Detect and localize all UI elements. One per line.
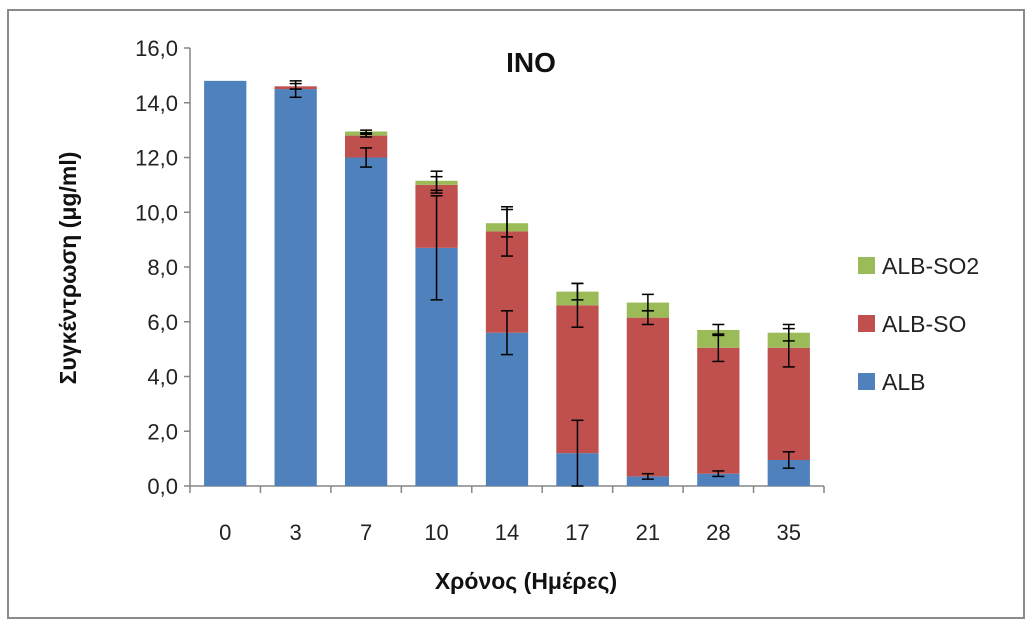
legend-swatch bbox=[858, 315, 875, 332]
x-tick-label: 21 bbox=[636, 520, 660, 545]
error-bar bbox=[641, 293, 654, 312]
y-axis: 0,0 2,0 4,0 6,0 8,0 10,0 12,0 14,0 16,0 bbox=[135, 36, 191, 499]
error-bar bbox=[712, 470, 725, 478]
legend-label: ALB-SO2 bbox=[882, 253, 979, 279]
y-tick-label: 4,0 bbox=[147, 365, 178, 390]
error-bar bbox=[289, 82, 302, 90]
x-tick-label: 17 bbox=[565, 520, 589, 545]
error-bar bbox=[571, 419, 584, 487]
error-bar bbox=[712, 323, 725, 337]
y-tick-label: 8,0 bbox=[147, 255, 178, 280]
y-axis-title: Συγκέντρωση (μg/ml) bbox=[55, 152, 81, 385]
legend: ALB-SO2 ALB-SO ALB bbox=[858, 253, 979, 395]
x-tick-label: 3 bbox=[290, 520, 302, 545]
x-axis: 0 3 7 10 14 17 21 28 35 bbox=[189, 485, 825, 545]
error-bar bbox=[360, 147, 373, 168]
bar-segment-alb bbox=[697, 473, 740, 486]
bar-segment-alb bbox=[485, 332, 529, 486]
legend-label: ALB-SO bbox=[882, 311, 966, 337]
error-bars bbox=[289, 80, 795, 487]
y-tick-label: 2,0 bbox=[147, 419, 178, 444]
y-tick-label: 0,0 bbox=[147, 474, 178, 499]
y-tick-label: 14,0 bbox=[135, 91, 178, 116]
error-bar bbox=[501, 208, 513, 238]
bar-segment-alb-so bbox=[697, 347, 740, 474]
error-bar bbox=[360, 133, 373, 138]
legend-label: ALB bbox=[882, 369, 925, 395]
legend-swatch bbox=[858, 373, 875, 390]
x-tick-label: 14 bbox=[495, 520, 519, 545]
x-tick-label: 7 bbox=[360, 520, 372, 545]
y-tick-label: 12,0 bbox=[135, 146, 178, 171]
bar-segment-alb bbox=[626, 476, 670, 486]
error-bar bbox=[430, 170, 443, 192]
x-tick-label: 28 bbox=[706, 520, 730, 545]
error-bar bbox=[641, 472, 654, 480]
error-bar bbox=[782, 451, 795, 469]
y-tick-label: 10,0 bbox=[135, 200, 178, 225]
y-tick-label: 16,0 bbox=[135, 36, 178, 61]
error-bar bbox=[571, 282, 584, 301]
bar-segment-alb-so bbox=[626, 317, 670, 477]
bar-segment-alb bbox=[274, 89, 317, 486]
x-tick-label: 10 bbox=[424, 520, 448, 545]
bar-segment-alb bbox=[204, 80, 247, 486]
legend-swatch bbox=[858, 257, 875, 274]
error-bar bbox=[782, 323, 795, 342]
x-tick-label: 0 bbox=[219, 520, 231, 545]
x-tick-label: 35 bbox=[777, 520, 801, 545]
error-bar bbox=[360, 129, 373, 134]
bars bbox=[204, 80, 810, 486]
x-axis-title: Χρόνος (Ημέρες) bbox=[435, 568, 617, 594]
error-bar bbox=[430, 195, 443, 301]
chart-title: INO bbox=[506, 47, 556, 78]
error-bar bbox=[501, 310, 513, 356]
y-tick-label: 6,0 bbox=[147, 310, 178, 335]
bar-segment-alb bbox=[344, 157, 388, 486]
bar-segment-alb-so bbox=[344, 135, 388, 158]
